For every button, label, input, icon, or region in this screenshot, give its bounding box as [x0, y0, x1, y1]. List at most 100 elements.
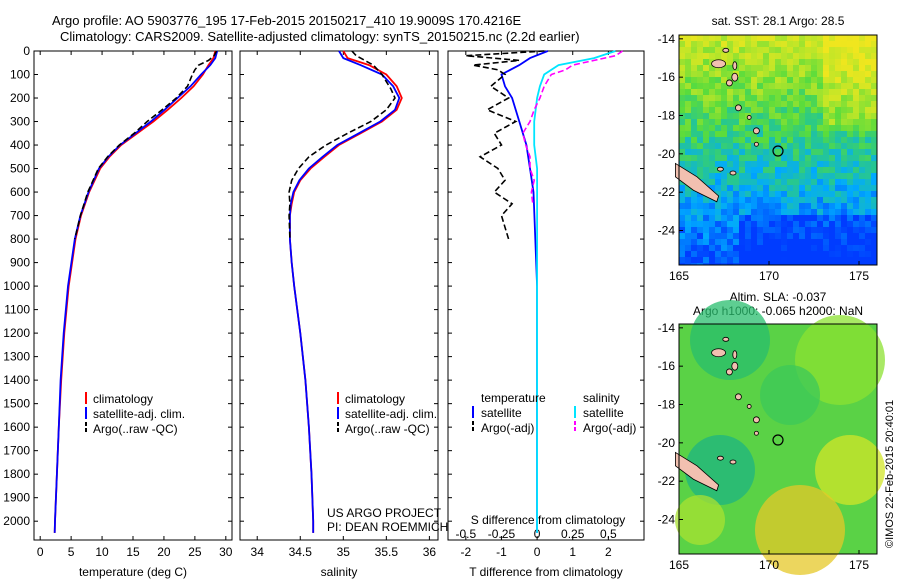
sst-cell	[853, 203, 859, 209]
sst-cell	[703, 161, 709, 167]
sst-cell	[871, 227, 877, 233]
sst-cell	[715, 41, 721, 47]
sst-cell	[811, 173, 817, 179]
sst-cell	[745, 221, 751, 227]
sst-cell	[823, 191, 829, 197]
sst-cell	[745, 155, 751, 161]
sst-cell	[685, 257, 691, 263]
sst-cell	[781, 209, 787, 215]
sst-cell	[697, 65, 703, 71]
sst-cell	[841, 215, 847, 221]
sst-cell	[793, 47, 799, 53]
sst-cell	[829, 119, 835, 125]
sst-cell	[871, 239, 877, 245]
sst-cell	[865, 83, 871, 89]
sst-cell	[871, 95, 877, 101]
sst-cell	[691, 65, 697, 71]
sst-cell	[751, 149, 757, 155]
sst-cell	[829, 209, 835, 215]
sst-cell	[751, 101, 757, 107]
difference-legend: temperature salinity satellite Argo(-adj…	[472, 391, 636, 435]
sst-cell	[769, 239, 775, 245]
sst-cell	[721, 113, 727, 119]
series-satellite-adj-clim-	[288, 50, 401, 533]
sst-cell	[871, 221, 877, 227]
sst-cell	[745, 83, 751, 89]
sst-cell	[703, 155, 709, 161]
sst-cell	[805, 209, 811, 215]
sst-cell	[835, 143, 841, 149]
temperature-panel-frame	[33, 50, 233, 541]
sst-cell	[709, 35, 715, 41]
sst-cell	[847, 167, 853, 173]
sst-cell	[811, 101, 817, 107]
sst-cell	[727, 101, 733, 107]
sst-cell	[817, 251, 823, 257]
sst-cell	[691, 119, 697, 125]
sst-cell	[805, 125, 811, 131]
sst-cell	[739, 137, 745, 143]
sst-cell	[871, 59, 877, 65]
sst-cell	[727, 173, 733, 179]
sst-cell	[745, 167, 751, 173]
sst-cell	[745, 71, 751, 77]
sst-cell	[841, 227, 847, 233]
sst-cell	[859, 161, 865, 167]
lat-tick-label: -22	[658, 474, 676, 488]
sst-cell	[781, 191, 787, 197]
sst-cell	[763, 89, 769, 95]
legend-heading-temperature: temperature	[481, 391, 546, 405]
sst-cell	[787, 71, 793, 77]
sst-cell	[691, 71, 697, 77]
sst-cell	[805, 173, 811, 179]
sst-cell	[787, 35, 793, 41]
sst-cell	[829, 215, 835, 221]
sst-cell	[721, 65, 727, 71]
sst-cell	[763, 107, 769, 113]
sst-cell	[679, 119, 685, 125]
sst-cell	[703, 59, 709, 65]
sst-cell	[745, 233, 751, 239]
sst-cell	[817, 257, 823, 263]
sst-cell	[859, 155, 865, 161]
x-tick-label: 34	[251, 545, 265, 559]
sst-cell	[763, 143, 769, 149]
sst-land	[675, 47, 760, 203]
sst-cell	[727, 227, 733, 233]
sst-cell	[829, 167, 835, 173]
sst-cell	[745, 131, 751, 137]
sst-cell	[865, 227, 871, 233]
sst-cell	[799, 71, 805, 77]
sst-cell	[769, 137, 775, 143]
sst-cell	[745, 257, 751, 263]
sst-cell	[769, 71, 775, 77]
sst-cell	[757, 251, 763, 257]
sst-cell	[823, 245, 829, 251]
sst-cell	[757, 59, 763, 65]
sst-cell	[769, 263, 775, 265]
sst-cell	[799, 59, 805, 65]
sst-cell	[721, 215, 727, 221]
sst-cell	[793, 143, 799, 149]
sst-cell	[811, 167, 817, 173]
sst-cell	[865, 251, 871, 257]
sst-cell	[823, 125, 829, 131]
sst-cell	[829, 191, 835, 197]
sst-cell	[757, 221, 763, 227]
sst-cell	[679, 77, 685, 83]
sst-cell	[847, 233, 853, 239]
sst-cell	[745, 143, 751, 149]
sst-cell	[805, 95, 811, 101]
sst-cell	[739, 107, 745, 113]
sst-cell	[733, 149, 739, 155]
sst-cell	[835, 203, 841, 209]
sst-cell	[787, 119, 793, 125]
sst-cell	[823, 149, 829, 155]
sst-cell	[709, 197, 715, 203]
sst-cell	[763, 245, 769, 251]
depth-tick-label: 1000	[3, 279, 30, 293]
sst-cell	[757, 35, 763, 41]
sst-cell	[835, 155, 841, 161]
sst-cell	[757, 239, 763, 245]
sst-cell	[751, 179, 757, 185]
